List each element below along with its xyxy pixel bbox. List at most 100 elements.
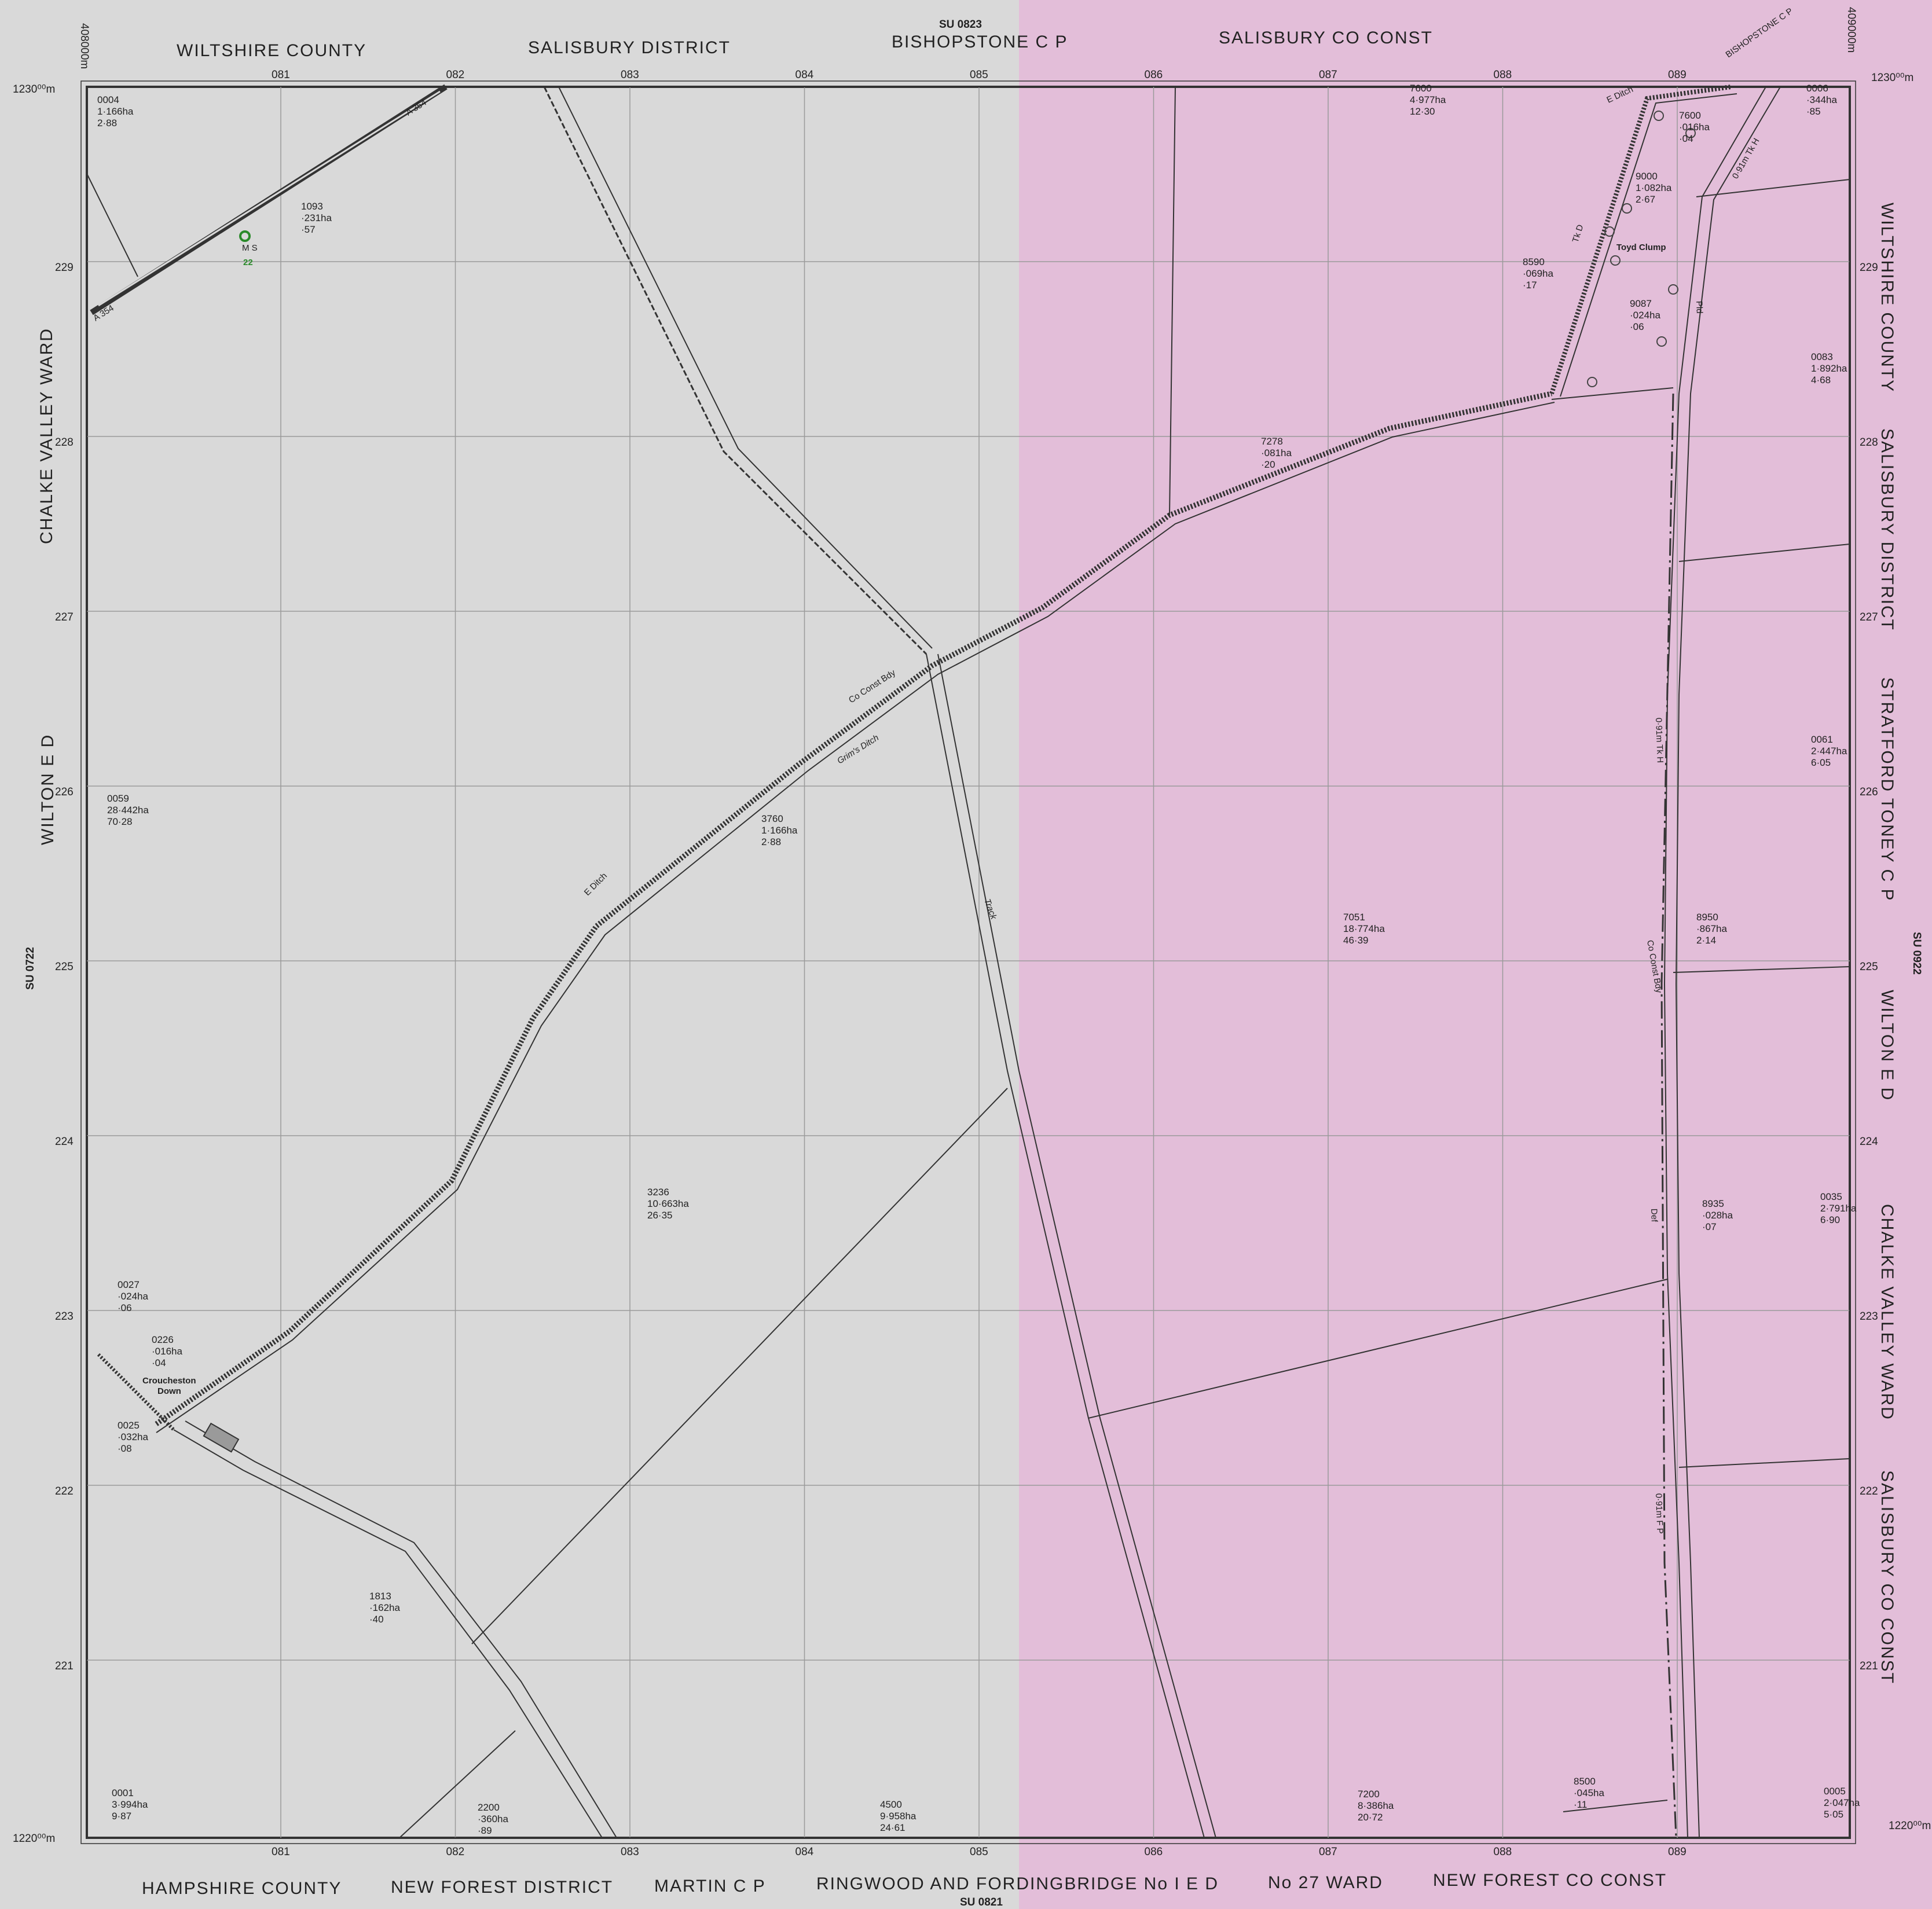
parcel-label: 9000 1·082ha 2·67 bbox=[1636, 171, 1672, 205]
margin-bottom-ward: No 27 WARD bbox=[1268, 1873, 1383, 1892]
track-south bbox=[926, 654, 1205, 1838]
label-down: Down bbox=[157, 1386, 181, 1396]
label-ms-number: 22 bbox=[243, 258, 253, 267]
sheet-ref-left: SU 0722 bbox=[24, 947, 36, 990]
margin-bottom-ed: RINGWOOD AND FORDINGBRIDGE No I E D bbox=[816, 1874, 1219, 1893]
northing-label: 226 bbox=[1860, 786, 1878, 798]
margin-right: WILTSHIRE COUNTY SALISBURY DISTRICT STRA… bbox=[1878, 203, 1923, 1684]
easting-label: 085 bbox=[970, 1846, 988, 1858]
margin-bottom-district: NEW FOREST DISTRICT bbox=[391, 1878, 613, 1897]
corner-w-easting: 408000m bbox=[78, 23, 90, 69]
parcel-label: 0083 1·892ha 4·68 bbox=[1811, 351, 1847, 386]
margin-right-district: SALISBURY DISTRICT bbox=[1878, 428, 1897, 631]
field-boundary-2 bbox=[1551, 387, 1674, 400]
benchmark-symbol bbox=[239, 230, 251, 242]
northing-label: 225 bbox=[1860, 961, 1878, 973]
ne-ditch-edge bbox=[1560, 93, 1737, 397]
easting-label: 081 bbox=[272, 1846, 290, 1858]
co-const-bdy-line bbox=[1660, 393, 1677, 1838]
building bbox=[203, 1422, 240, 1453]
parcel-label: 0025·032ha ·08 bbox=[118, 1420, 148, 1454]
easting-labels-bottom: 081 082 083 084 085 086 087 088 089 bbox=[272, 1846, 1687, 1858]
corner-ne-northing: 1230⁰⁰m bbox=[1871, 72, 1913, 84]
easting-label: 086 bbox=[1145, 1846, 1163, 1858]
easting-label: 082 bbox=[446, 1846, 465, 1858]
margin-right-ward: CHALKE VALLEY WARD bbox=[1878, 1204, 1897, 1420]
outer-border bbox=[80, 80, 1856, 1844]
grims-ditch-edge bbox=[156, 402, 1555, 1433]
border-ticks bbox=[86, 86, 1850, 1838]
easting-label: 087 bbox=[1319, 1846, 1337, 1858]
easting-label: 088 bbox=[1494, 1846, 1512, 1858]
track-north bbox=[543, 86, 927, 655]
parcel-labels: 0004 1·166ha 2·88 1093·231ha ·57 7600 4·977ha 1… bbox=[97, 83, 1860, 1836]
northing-labels-right: 229 228 227 226 225 224 223 222 221 bbox=[1860, 262, 1878, 1672]
northing-label: 228 bbox=[1860, 436, 1878, 449]
parcel-label: 8950·867ha 2·14 bbox=[1696, 912, 1727, 946]
parcel-label: 0027·024ha ·06 bbox=[118, 1279, 148, 1313]
parcel-label: 7600 4·977ha 12·30 bbox=[1410, 83, 1446, 117]
northing-label: 226 bbox=[55, 786, 74, 798]
tree-symbols bbox=[1587, 111, 1696, 387]
parcel-label: 8500·045ha ·11 bbox=[1574, 1776, 1604, 1810]
field-boundary-9 bbox=[399, 1730, 516, 1838]
margin-bottom: HAMPSHIRE COUNTY NEW FOREST DISTRICT MAR… bbox=[142, 1871, 1667, 1908]
easting-label: 088 bbox=[1494, 69, 1512, 81]
parcel-label: 0001 3·994ha 9·87 bbox=[112, 1787, 148, 1822]
sheet-ref-bottom: SU 0821 bbox=[960, 1896, 1003, 1908]
northing-label: 222 bbox=[55, 1485, 74, 1497]
parcel-label: 0006·344ha ·85 bbox=[1806, 83, 1837, 117]
corner-nw-northing: 1230⁰⁰m bbox=[13, 83, 55, 96]
margin-bottom-parish: MARTIN C P bbox=[654, 1877, 766, 1896]
parcel-label: 0035 2·791ha 6·90 bbox=[1820, 1191, 1857, 1225]
parcel-label: 8935·028ha ·07 bbox=[1702, 1198, 1733, 1232]
parcel-label: 4500 9·958ha 24·61 bbox=[880, 1799, 916, 1833]
northing-label: 222 bbox=[1860, 1485, 1878, 1497]
easting-label: 089 bbox=[1668, 1846, 1687, 1858]
northing-label: 224 bbox=[1860, 1136, 1878, 1148]
label-ms: M S bbox=[242, 243, 258, 253]
easting-label: 089 bbox=[1668, 69, 1687, 81]
parcel-label: 3236 10·663ha 26·35 bbox=[647, 1187, 689, 1221]
northing-label: 229 bbox=[55, 262, 74, 274]
parcel-label: 1093·231ha ·57 bbox=[301, 201, 332, 235]
northing-label: 224 bbox=[55, 1136, 74, 1148]
a354-road-edge bbox=[98, 90, 441, 307]
margin-right-const: SALISBURY CO CONST bbox=[1878, 1470, 1897, 1684]
corner-e-easting: 409000m bbox=[1845, 7, 1857, 53]
parcel-label: 8590·069ha ·17 bbox=[1523, 256, 1553, 291]
margin-top-district: SALISBURY DISTRICT bbox=[528, 38, 731, 57]
parcel-label: 0061 2·447ha 6·05 bbox=[1811, 734, 1847, 768]
eastern-track-edge bbox=[1675, 86, 1781, 1838]
field-boundary-1 bbox=[1169, 86, 1176, 516]
field-boundary-8 bbox=[471, 1088, 1008, 1644]
easting-label: 084 bbox=[795, 69, 814, 81]
easting-labels-top: 081 082 083 084 085 086 087 088 089 bbox=[272, 69, 1687, 81]
map-tint-area bbox=[1019, 0, 1932, 1909]
northing-label: 221 bbox=[1860, 1660, 1878, 1672]
grid-lines bbox=[87, 87, 1850, 1838]
margin-left: CHALKE VALLEY WARD WILTON E D SU 0722 bbox=[24, 328, 57, 990]
corner-sw-northing: 1220⁰⁰m bbox=[13, 1833, 55, 1845]
margin-top-parish: BISHOPSTONE C P bbox=[892, 32, 1068, 52]
parcel-label: 7051 18·774ha 46·39 bbox=[1343, 912, 1385, 946]
northing-label: 225 bbox=[55, 961, 74, 973]
eastern-track bbox=[1663, 86, 1766, 1838]
parcel-label: 0226·016ha ·04 bbox=[152, 1334, 182, 1368]
field-boundary-nw bbox=[86, 173, 138, 277]
margin-bottom-const: NEW FOREST CO CONST bbox=[1433, 1871, 1667, 1890]
parcel-label: 7200 8·386ha 20·72 bbox=[1358, 1789, 1394, 1823]
sheet-ref-right: SU 0922 bbox=[1911, 932, 1923, 975]
northing-label: 223 bbox=[1860, 1310, 1878, 1323]
easting-label: 081 bbox=[272, 69, 290, 81]
margin-right-ed: WILTON E D bbox=[1878, 990, 1897, 1101]
label-tk-h-east: 0·91m Tk H bbox=[1654, 718, 1665, 763]
track-north-edge bbox=[558, 86, 933, 649]
parcel-label: 0005 2·047ha 5·05 bbox=[1824, 1786, 1860, 1820]
parcel-label: 0004 1·166ha 2·88 bbox=[97, 94, 134, 129]
easting-label: 083 bbox=[621, 69, 639, 81]
margin-left-ward: CHALKE VALLEY WARD bbox=[37, 328, 56, 544]
field-boundary-5 bbox=[1673, 966, 1850, 973]
grims-ditch bbox=[155, 391, 1552, 1426]
